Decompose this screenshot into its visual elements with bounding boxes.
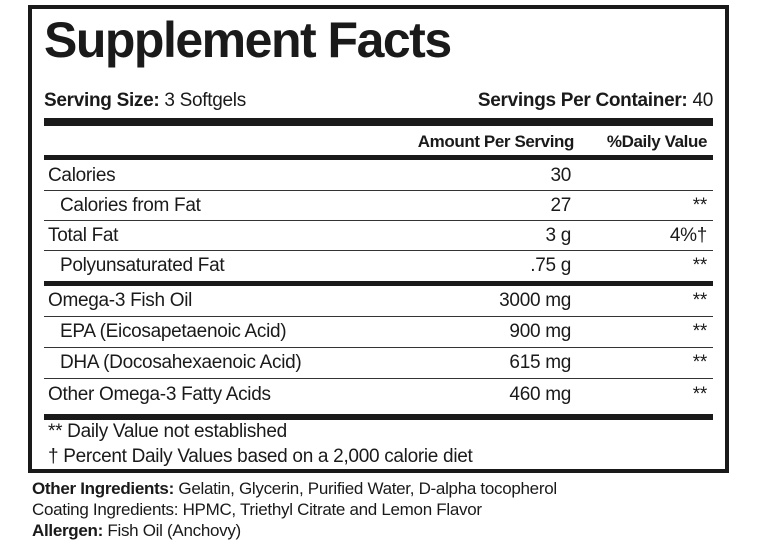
- divider: [44, 250, 713, 251]
- thick-divider: [44, 414, 713, 420]
- table-row: Other Omega-3 Fatty Acids 460 mg **: [48, 384, 707, 405]
- amount-header: Amount Per Serving: [417, 132, 575, 151]
- footnote-percent: † Percent Daily Values based on a 2,000 …: [48, 446, 473, 467]
- table-row: Omega-3 Fish Oil 3000 mg **: [48, 290, 707, 311]
- table-row: DHA (Docosahexaenoic Acid) 615 mg **: [60, 352, 707, 373]
- other-ingredients: Other Ingredients: Gelatin, Glycerin, Pu…: [32, 479, 557, 498]
- coating-ingredients: Coating Ingredients: HPMC, Triethyl Citr…: [32, 500, 482, 519]
- dv-header: %Daily Value: [606, 132, 707, 151]
- column-header: Amount Per Serving %Daily Value: [44, 130, 713, 154]
- divider: [44, 316, 713, 317]
- footnote-dv: ** Daily Value not established: [48, 421, 287, 442]
- divider: [44, 190, 713, 191]
- table-row: EPA (Eicosapetaenoic Acid) 900 mg **: [60, 321, 707, 342]
- table-row: Total Fat 3 g 4%†: [48, 225, 707, 246]
- thick-divider: [44, 281, 713, 286]
- panel-title: Supplement Facts: [44, 12, 452, 68]
- divider: [44, 378, 713, 379]
- thick-divider: [44, 118, 713, 126]
- divider: [44, 347, 713, 348]
- table-row: Calories from Fat 27 **: [60, 195, 707, 216]
- supplement-facts-panel: Supplement Facts Serving Size: 3 Softgel…: [28, 5, 729, 473]
- divider: [44, 220, 713, 221]
- allergen: Allergen: Fish Oil (Anchovy): [32, 521, 241, 540]
- servings-per-container: Servings Per Container: 40: [477, 90, 713, 111]
- table-row: Calories 30: [48, 165, 571, 186]
- serving-size: Serving Size: 3 Softgels: [44, 90, 246, 111]
- serving-info: Serving Size: 3 Softgels Servings Per Co…: [44, 89, 713, 113]
- table-row: Polyunsaturated Fat .75 g **: [60, 255, 707, 276]
- thick-divider: [44, 155, 713, 160]
